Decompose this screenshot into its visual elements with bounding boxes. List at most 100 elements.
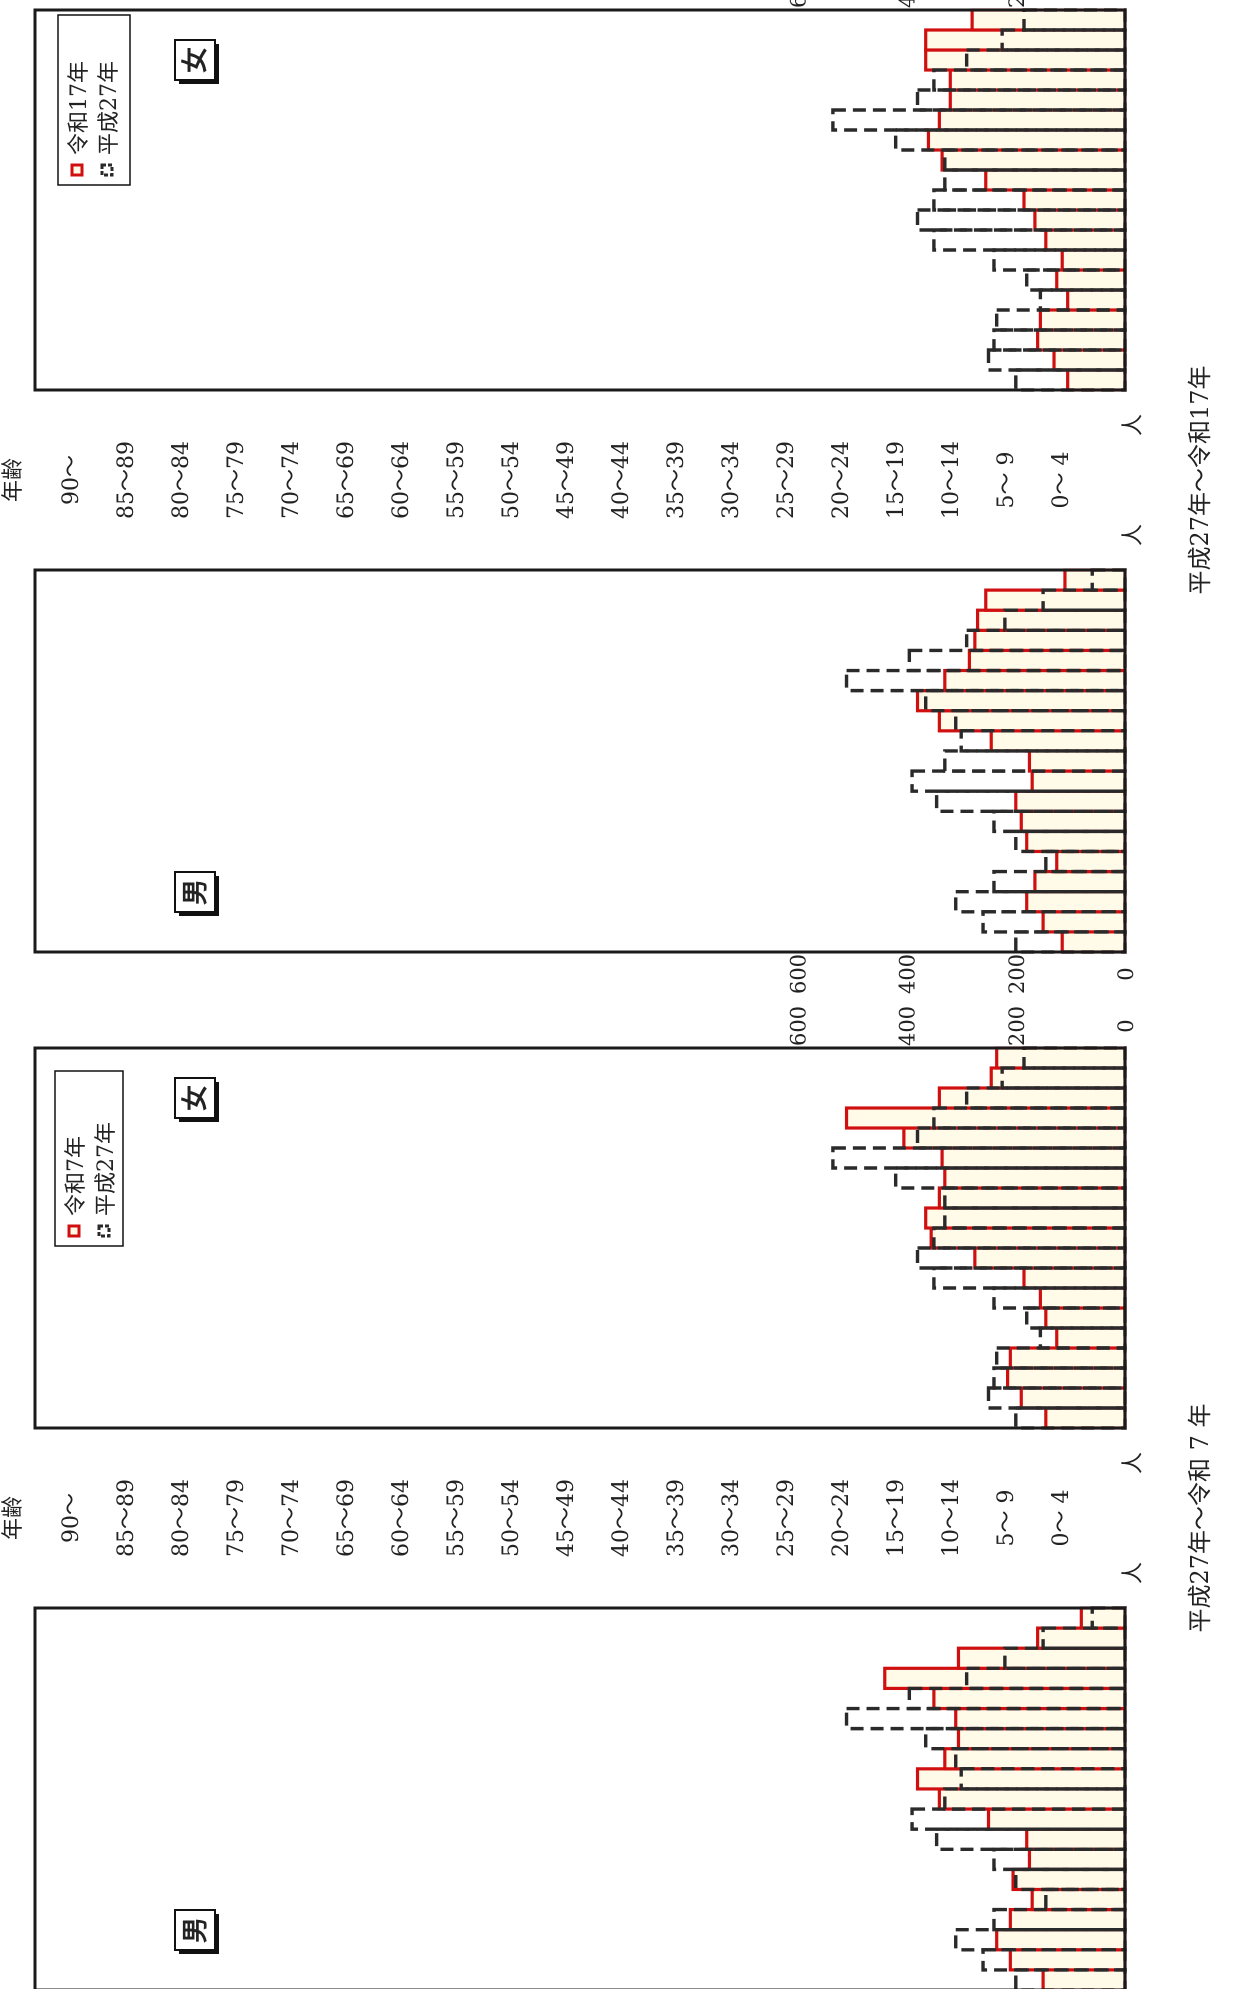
age-label-16: 80～84	[169, 441, 194, 519]
age-label-3: 15～19	[884, 441, 909, 519]
age-label-4: 20～24	[829, 441, 854, 519]
bar-male-projected-0	[1060, 930, 1127, 954]
bar-female-projected-3	[1008, 1346, 1127, 1370]
age-axis-label: 年齢	[1, 458, 26, 502]
tick-label-female-1: 200	[1005, 1006, 1029, 1046]
age-label-7: 35～39	[664, 441, 689, 519]
sex-label-box-male	[174, 1909, 216, 1951]
bar-male-baseline-5	[1014, 1867, 1127, 1892]
legend-swatch-baseline	[100, 163, 114, 177]
legend-label-projected: 令和7年	[64, 1136, 89, 1216]
legend-label-projected: 令和17年	[67, 61, 92, 155]
age-label-10: 50～54	[499, 441, 524, 519]
age-label-14: 70～74	[279, 441, 304, 519]
age-label-11: 55～59	[444, 1479, 469, 1557]
age-label-7: 35～39	[664, 1479, 689, 1557]
age-label-11: 55～59	[444, 441, 469, 519]
age-label-14: 70～74	[279, 1479, 304, 1557]
bar-female-projected-4	[1055, 1326, 1127, 1350]
unit-label-right: 人	[1121, 414, 1146, 436]
age-label-16: 80～84	[169, 1479, 194, 1557]
sex-label-female: 女	[180, 47, 211, 73]
age-label-17: 85～89	[114, 1479, 139, 1557]
tick-label-male-2: 400	[896, 954, 920, 994]
age-label-13: 65～69	[334, 441, 359, 519]
bar-male-projected-11	[943, 1747, 1127, 1771]
bar-female-projected-10	[924, 1206, 1127, 1230]
bar-male-projected-7	[1025, 1827, 1127, 1851]
age-label-6: 30～34	[719, 1479, 744, 1557]
bar-female-projected-0	[1066, 368, 1127, 392]
bar-female-projected-7	[1022, 1266, 1127, 1290]
bar-female-projected-4	[1066, 288, 1127, 312]
bar-female-projected-13	[937, 108, 1127, 132]
age-label-6: 30～34	[719, 441, 744, 519]
bar-male-projected-10	[915, 1767, 1127, 1791]
bar-male-projected-0	[1041, 1968, 1127, 1992]
age-label-18: 90～	[59, 1493, 84, 1543]
tick-label-female-2: 400	[896, 0, 920, 8]
age-label-8: 40～44	[609, 441, 634, 519]
bar-male-projected-9	[1027, 749, 1127, 773]
age-label-18: 90～	[59, 455, 84, 505]
age-label-3: 15～19	[884, 1479, 909, 1557]
bar-male-projected-17	[1036, 1626, 1127, 1650]
bar-female-projected-18	[995, 1046, 1127, 1070]
bar-female-projected-11	[937, 1186, 1127, 1210]
bar-male-projected-2	[1025, 890, 1127, 914]
tick-label-female-2: 400	[896, 1006, 920, 1046]
bar-female-projected-14	[948, 88, 1127, 112]
plot-frame-male	[33, 568, 1127, 954]
legend-label-baseline: 平成27年	[97, 61, 122, 155]
tick-label-female-3: 600	[786, 0, 810, 8]
age-label-1: 5～ 9	[994, 1490, 1019, 1547]
age-label-13: 65～69	[334, 1479, 359, 1557]
legend-swatch-projected	[70, 163, 84, 177]
bar-male-projected-12	[915, 689, 1127, 713]
bar-male-projected-12	[956, 1727, 1127, 1751]
bar-male-projected-5	[1011, 1867, 1127, 1892]
bar-female-projected-7	[1044, 228, 1127, 252]
age-label-2: 10～14	[939, 1479, 964, 1557]
age-axis-label: 年齢	[1, 1496, 26, 1540]
bar-female-projected-2	[1036, 328, 1127, 352]
bar-female-projected-17	[989, 1066, 1127, 1090]
tick-label-male-3: 600	[786, 954, 810, 994]
bar-male-projected-6	[1027, 1847, 1127, 1871]
age-label-8: 40～44	[609, 1479, 634, 1557]
age-label-0: 0～ 4	[1049, 452, 1074, 509]
panel-caption: 平成27年～令和 7 年	[1186, 1403, 1214, 1632]
age-label-0: 0～ 4	[1049, 1490, 1074, 1547]
bar-female-baseline-12	[893, 128, 1127, 152]
bar-female-baseline-12	[893, 1166, 1127, 1190]
bar-male-projected-2	[995, 1928, 1127, 1952]
unit-label-right: 人	[1121, 1452, 1146, 1474]
bar-female-projected-1	[1052, 348, 1127, 372]
bar-male-projected-8	[986, 1807, 1127, 1831]
bar-male-baseline-2	[954, 889, 1127, 914]
bar-male-projected-6	[1019, 809, 1127, 833]
bar-male-projected-14	[932, 1686, 1127, 1711]
bar-female-projected-17	[924, 28, 1127, 52]
bar-male-projected-16	[956, 1646, 1127, 1670]
legend-box	[54, 1070, 124, 1247]
bar-female-projected-1	[1019, 1386, 1127, 1410]
legend-swatch-projected	[67, 1224, 81, 1238]
tick-label-female-3: 600	[786, 1006, 810, 1046]
bar-female-projected-10	[984, 168, 1127, 192]
bar-female-projected-8	[973, 1246, 1127, 1270]
age-label-1: 5～ 9	[994, 452, 1019, 509]
tick-label-male-0: 0	[1114, 967, 1138, 980]
sex-label-male: 男	[181, 1917, 211, 1943]
pyramid-panel-1: 0200400600女0200400600男0～ 45～ 910～1415～19…	[1, 1006, 1214, 1993]
bar-male-projected-5	[1025, 829, 1127, 854]
bar-male-projected-13	[954, 1706, 1127, 1731]
age-label-10: 50～54	[499, 1479, 524, 1557]
bar-female-projected-8	[1033, 208, 1127, 232]
age-label-9: 45～49	[554, 1479, 579, 1557]
bar-male-projected-8	[1030, 769, 1127, 793]
sex-label-box-female	[174, 1077, 216, 1119]
bar-male-projected-17	[984, 588, 1127, 612]
bar-female-projected-9	[1022, 188, 1127, 212]
